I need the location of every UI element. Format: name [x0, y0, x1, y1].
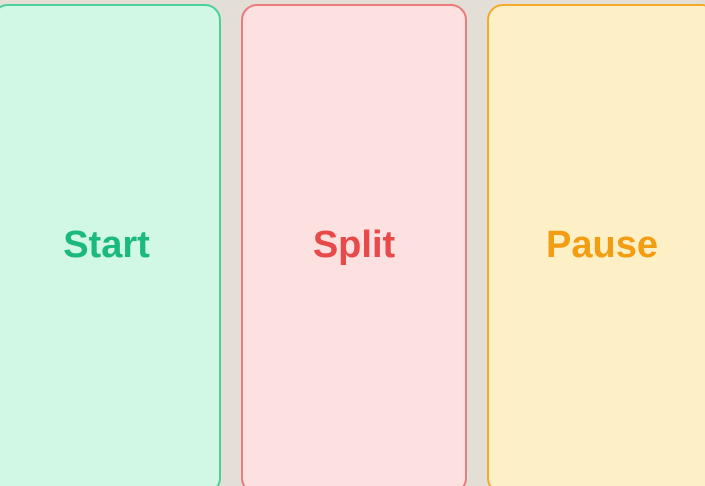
split-button[interactable]: Split: [241, 4, 467, 486]
pause-button[interactable]: Pause: [487, 4, 705, 486]
pause-button-label: Pause: [546, 224, 658, 266]
start-button[interactable]: Start: [0, 4, 221, 486]
split-button-label: Split: [312, 224, 396, 266]
start-button-label: Start: [63, 224, 150, 266]
